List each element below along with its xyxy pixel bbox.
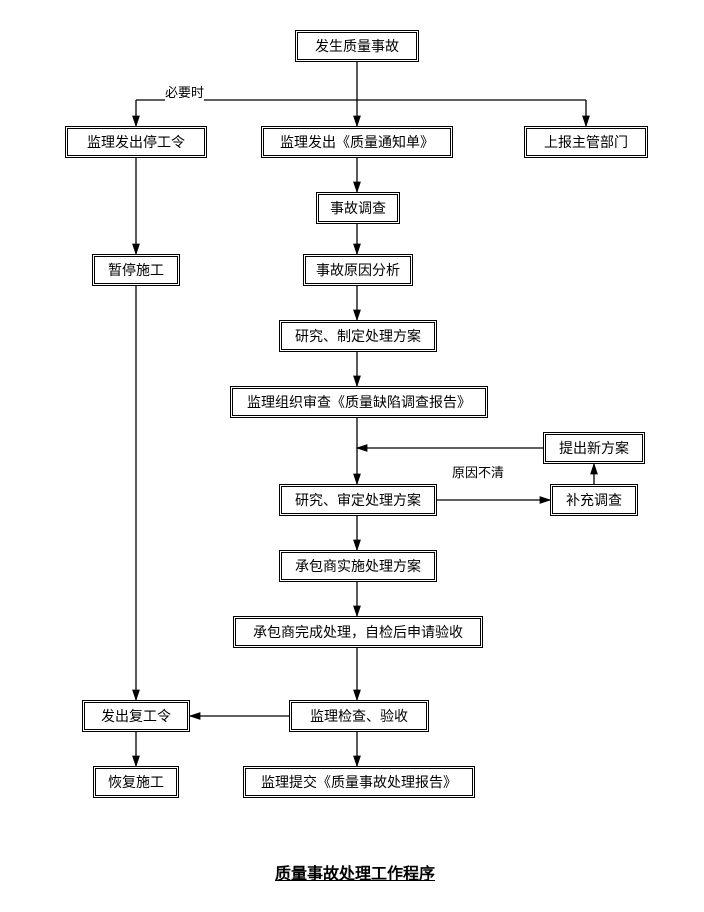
node-review-report: 监理组织审查《质量缺陷调查报告》 bbox=[230, 386, 488, 418]
node-report-superior: 上报主管部门 bbox=[524, 126, 648, 158]
node-label: 发生质量事故 bbox=[315, 36, 399, 56]
node-label: 恢复施工 bbox=[108, 772, 164, 792]
node-self-check: 承包商完成处理，自检后申请验收 bbox=[233, 616, 483, 648]
node-label: 承包商实施处理方案 bbox=[295, 556, 421, 576]
node-implement: 承包商实施处理方案 bbox=[279, 550, 437, 582]
node-label: 研究、审定处理方案 bbox=[295, 490, 421, 510]
node-label: 事故调查 bbox=[330, 198, 386, 218]
node-label: 提出新方案 bbox=[559, 438, 629, 458]
node-stop-order: 监理发出停工令 bbox=[65, 126, 207, 158]
node-finalize-plan: 研究、审定处理方案 bbox=[279, 484, 437, 516]
diagram-title: 质量事故处理工作程序 bbox=[275, 860, 435, 884]
node-new-plan: 提出新方案 bbox=[543, 432, 645, 464]
node-label: 承包商完成处理，自检后申请验收 bbox=[253, 622, 463, 642]
node-label: 监理检查、验收 bbox=[310, 706, 408, 726]
node-resume: 恢复施工 bbox=[93, 766, 179, 798]
node-label: 监理发出《质量通知单》 bbox=[280, 132, 434, 152]
node-label: 监理发出停工令 bbox=[87, 132, 185, 152]
node-label: 上报主管部门 bbox=[544, 132, 628, 152]
node-label: 暂停施工 bbox=[108, 260, 164, 280]
node-make-plan: 研究、制定处理方案 bbox=[279, 320, 437, 352]
node-accept: 监理检查、验收 bbox=[289, 700, 429, 732]
node-resume-order: 发出复工令 bbox=[82, 700, 190, 732]
node-quality-notice: 监理发出《质量通知单》 bbox=[261, 126, 453, 158]
edge-label-necessary: 必要时 bbox=[165, 82, 204, 101]
node-investigation: 事故调查 bbox=[316, 192, 400, 224]
node-supplement-investigation: 补充调查 bbox=[550, 484, 638, 516]
node-label: 研究、制定处理方案 bbox=[295, 326, 421, 346]
node-label: 发出复工令 bbox=[101, 706, 171, 726]
node-label: 补充调查 bbox=[566, 490, 622, 510]
node-label: 事故原因分析 bbox=[316, 260, 400, 280]
edge-label-text: 必要时 bbox=[165, 85, 204, 100]
title-text: 质量事故处理工作程序 bbox=[275, 866, 435, 883]
edge-label-unclear: 原因不清 bbox=[452, 462, 504, 481]
node-label: 监理组织审查《质量缺陷调查报告》 bbox=[247, 392, 471, 412]
edge-label-text: 原因不清 bbox=[452, 465, 504, 480]
node-start: 发生质量事故 bbox=[295, 30, 419, 62]
node-final-report: 监理提交《质量事故处理报告》 bbox=[243, 766, 475, 798]
node-label: 监理提交《质量事故处理报告》 bbox=[261, 772, 457, 792]
node-cause-analysis: 事故原因分析 bbox=[303, 254, 413, 286]
node-suspend: 暂停施工 bbox=[92, 254, 180, 286]
